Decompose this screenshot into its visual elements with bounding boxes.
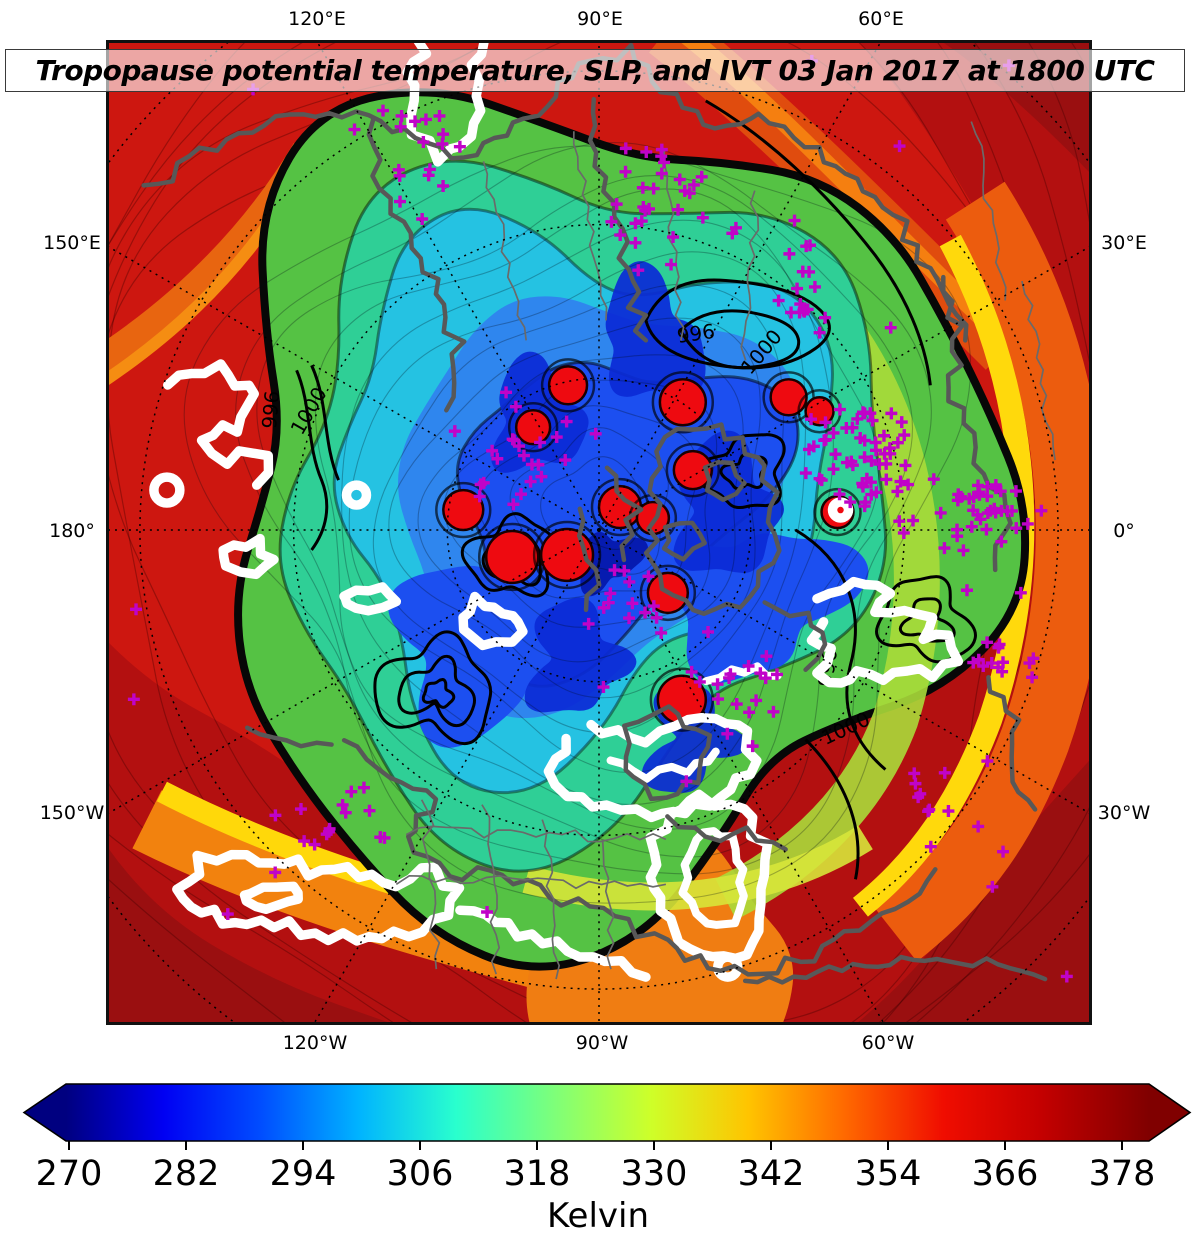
map-canvas: 996 1000 996 1000 996 1000 xyxy=(106,40,1092,1025)
warm-anomaly-spots xyxy=(435,358,862,732)
gridline-label-left: 150°W xyxy=(39,802,105,824)
gridline-label-right: 30°E xyxy=(1101,232,1147,254)
gridline-label-bottom: 60°W xyxy=(861,1032,915,1054)
colorbar-tick-label: 330 xyxy=(621,1154,688,1194)
colorbar-tick-label: 354 xyxy=(855,1154,922,1194)
graticule xyxy=(107,41,1091,1024)
colorbar-unit-label: Kelvin xyxy=(547,1196,649,1236)
colorbar-ticks: 270 282 294 306 318 330 342 354 366 378 xyxy=(36,1141,1156,1194)
gridline-label-right: 30°W xyxy=(1097,802,1151,824)
gridline-label-top: 120°E xyxy=(288,8,346,30)
gridline-label-top: 60°E xyxy=(858,8,904,30)
slp-contour-label: 996 xyxy=(257,390,284,430)
colorbar-tick-label: 366 xyxy=(972,1154,1039,1194)
gridline-label-bottom: 120°W xyxy=(282,1032,348,1054)
colorbar-tick-label: 270 xyxy=(36,1154,103,1194)
colorbar-tick-label: 294 xyxy=(270,1154,337,1194)
colorbar-tick-label: 306 xyxy=(387,1154,454,1194)
map-title-box: Tropopause potential temperature, SLP, a… xyxy=(5,49,1185,92)
colorbar: 270 282 294 306 318 330 342 354 366 378 Kelvin xyxy=(22,1083,1192,1236)
gridline-label-bottom: 90°W xyxy=(575,1032,629,1054)
border-lines xyxy=(395,121,1056,980)
gridline-label-right: 0° xyxy=(1113,520,1135,542)
gridline-label-top: 90°E xyxy=(577,8,623,30)
map-title: Tropopause potential temperature, SLP, a… xyxy=(35,54,1155,87)
colorbar-tick-label: 342 xyxy=(738,1154,805,1194)
colorbar-tick-label: 378 xyxy=(1089,1154,1156,1194)
colorbar-gradient xyxy=(66,1084,1149,1141)
colorbar-over-arrow xyxy=(1149,1084,1190,1141)
gridline-label-left: 150°E xyxy=(43,232,101,254)
colorbar-tick-label: 318 xyxy=(504,1154,571,1194)
observation-markers xyxy=(127,54,1073,983)
gridline-label-left: 180° xyxy=(49,520,95,542)
colorbar-outline xyxy=(22,1083,1192,1142)
colorbar-tick-label: 282 xyxy=(153,1154,220,1194)
colorbar-under-arrow xyxy=(24,1084,66,1141)
